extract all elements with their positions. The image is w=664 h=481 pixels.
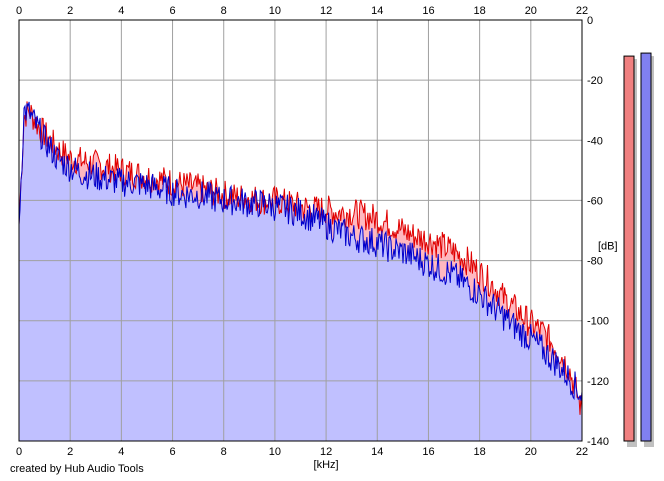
y-tick-label: -80 (587, 256, 603, 268)
y-tick-label: -120 (587, 376, 609, 388)
x-tick-label-bottom: 14 (371, 446, 383, 458)
x-tick-label-top: 22 (576, 5, 588, 17)
x-tick-label-top: 8 (221, 5, 227, 17)
plot-frame (18, 19, 583, 442)
y-axis-label: [dB] (598, 241, 618, 253)
x-tick-label-top: 20 (525, 5, 537, 17)
x-tick-label-bottom: 12 (320, 446, 332, 458)
x-tick-label-bottom: 6 (169, 446, 175, 458)
x-tick-label-top: 12 (320, 5, 332, 17)
x-tick-label-bottom: 22 (576, 446, 588, 458)
x-tick-label-top: 2 (67, 5, 73, 17)
x-tick-label-top: 18 (474, 5, 486, 17)
x-axis-label: [kHz] (314, 459, 339, 471)
y-tick-label: -20 (587, 75, 603, 87)
x-tick-label-top: 14 (371, 5, 383, 17)
x-tick-label-top: 10 (269, 5, 281, 17)
x-tick-label-bottom: 2 (67, 446, 73, 458)
y-tick-label: 0 (587, 15, 593, 27)
x-tick-label-bottom: 4 (118, 446, 124, 458)
x-tick-label-top: 6 (169, 5, 175, 17)
level-meter-right (640, 52, 652, 442)
x-tick-label-bottom: 8 (221, 446, 227, 458)
x-tick-label-top: 0 (16, 5, 22, 17)
x-tick-label-bottom: 10 (269, 446, 281, 458)
x-tick-label-top: 4 (118, 5, 124, 17)
y-tick-label: -60 (587, 195, 603, 207)
y-tick-label: -40 (587, 135, 603, 147)
x-tick-label-top: 16 (422, 5, 434, 17)
series-1-area (19, 101, 582, 442)
x-tick-label-bottom: 20 (525, 446, 537, 458)
credit-text: created by Hub Audio Tools (10, 463, 144, 475)
x-tick-label-bottom: 18 (474, 446, 486, 458)
y-tick-label: -100 (587, 316, 609, 328)
series-1-line (18, 101, 583, 401)
level-meter-left (623, 55, 635, 442)
x-tick-label-bottom: 16 (422, 446, 434, 458)
x-tick-label-bottom: 0 (16, 446, 22, 458)
y-tick-label: -140 (587, 436, 609, 448)
